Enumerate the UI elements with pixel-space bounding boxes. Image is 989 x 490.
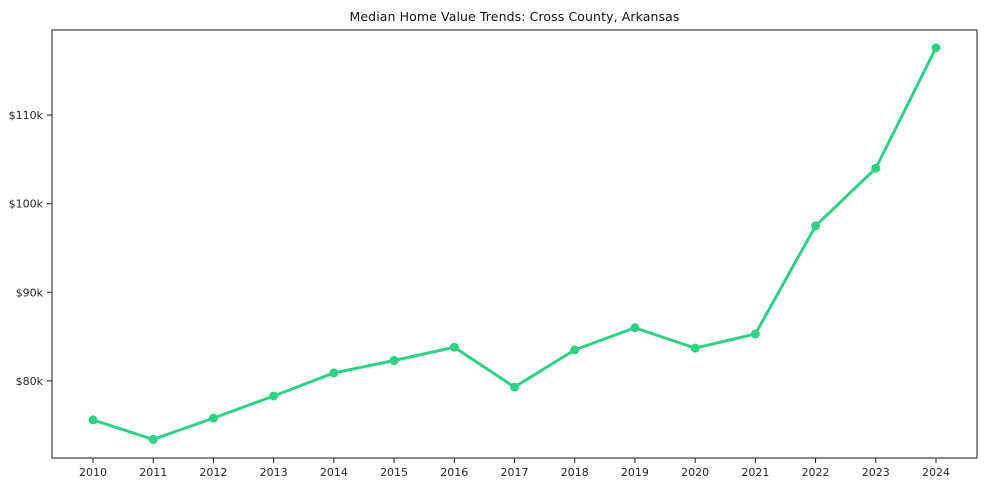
series-line [91,46,938,441]
data-point-marker [811,221,821,231]
data-point-marker [329,368,339,378]
x-tick-label: 2013 [260,466,288,479]
y-tick-label: $80k [16,375,44,388]
plot-border [51,29,978,459]
data-point-marker [690,343,700,353]
data-point-marker [510,382,519,392]
y-tick-label: $100k [9,198,44,211]
x-tick-label: 2010 [79,466,107,479]
data-point-marker [88,415,98,425]
x-tick-label: 2012 [199,466,227,479]
x-tick-label: 2019 [621,466,649,479]
data-point-marker [630,323,640,333]
x-tick-label: 2021 [741,466,769,479]
data-point-marker [570,345,580,355]
x-tick-label: 2015 [380,466,408,479]
data-point-marker [148,434,158,444]
data-point-marker [269,391,279,401]
data-point-marker [208,413,218,423]
x-tick-label: 2018 [561,466,589,479]
x-tick-label: 2022 [802,466,830,479]
x-tick-label: 2017 [501,466,529,479]
data-point-marker [449,342,459,352]
y-tick-label: $110k [9,109,44,122]
x-tick-label: 2011 [139,466,167,479]
x-tick-label: 2023 [862,466,890,479]
x-tick-label: 2014 [320,466,348,479]
x-tick-label: 2016 [440,466,468,479]
y-tick-label: $90k [16,286,44,299]
data-point-marker [931,43,941,53]
chart-title: Median Home Value Trends: Cross County, … [349,9,680,24]
x-tick-label: 2024 [922,466,950,479]
data-point-marker [750,329,760,339]
data-point-marker [389,356,399,366]
data-point-marker [871,163,881,173]
x-tick-label: 2020 [681,466,709,479]
